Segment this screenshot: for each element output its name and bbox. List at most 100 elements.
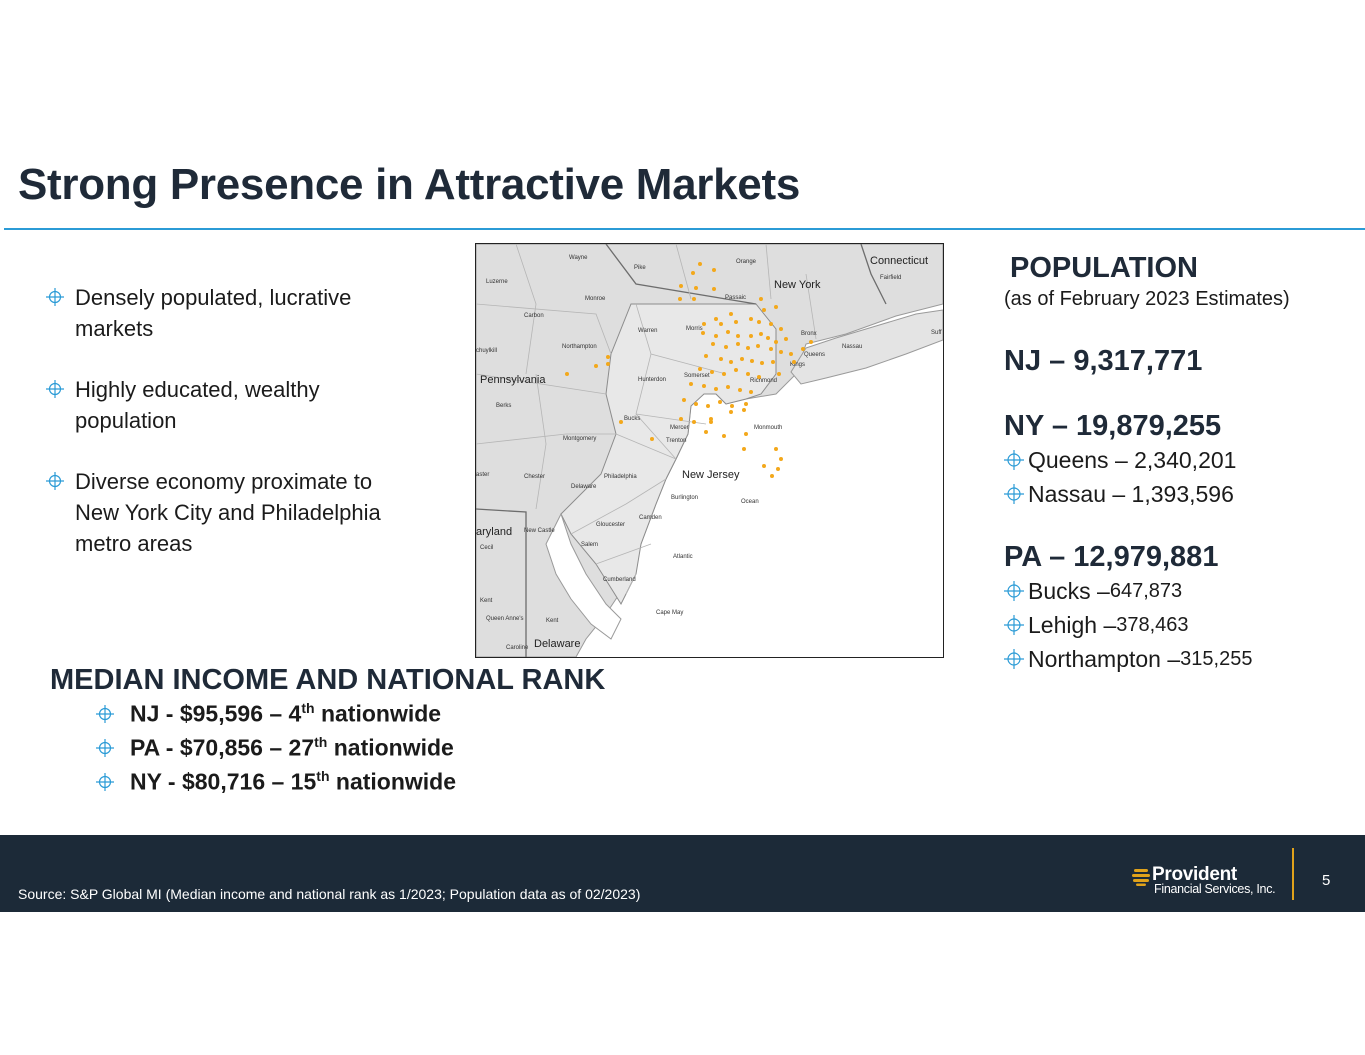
list-item: Diverse economy proximate to New York Ci… xyxy=(46,466,396,559)
county-label: Delaware xyxy=(571,484,597,490)
county-label: Bucks xyxy=(624,416,640,422)
list-item: Lehigh – 378,463 xyxy=(1004,608,1354,642)
page-number: 5 xyxy=(1322,872,1331,889)
branch-marker xyxy=(749,317,753,321)
logo-name: Provident xyxy=(1152,864,1237,885)
branch-marker xyxy=(702,322,706,326)
county-label: Fairfield xyxy=(880,275,901,281)
ny-population: NY – 19,879,255 xyxy=(1004,410,1222,442)
branch-marker xyxy=(712,268,716,272)
branch-marker xyxy=(769,322,773,326)
branch-marker xyxy=(744,432,748,436)
list-item: Nassau – 1,393,596 xyxy=(1004,477,1354,511)
branch-marker xyxy=(756,344,760,348)
branch-marker xyxy=(774,340,778,344)
pa-md-border xyxy=(476,508,527,657)
branch-marker xyxy=(759,332,763,336)
county-label: Montgomery xyxy=(563,436,596,442)
county-label: Wayne xyxy=(569,255,588,261)
branch-marker xyxy=(709,420,713,424)
county-label: Northampton xyxy=(562,344,597,350)
branch-marker xyxy=(719,357,723,361)
source-note: Source: S&P Global MI (Median income and… xyxy=(18,886,641,902)
branch-marker xyxy=(792,360,796,364)
pa-population: PA – 12,979,881 xyxy=(1004,541,1219,573)
income-row-text: NY - $80,716 – 15th nationwide xyxy=(130,768,456,795)
crosshair-bullet-icon xyxy=(96,773,114,791)
county-label: aster xyxy=(476,472,489,478)
key-points-list: Densely populated, lucrative markets Hig… xyxy=(46,282,396,589)
branch-marker xyxy=(722,434,726,438)
branch-marker xyxy=(770,474,774,478)
county-value: 315,255 xyxy=(1180,647,1253,670)
county-label: Cumberland xyxy=(603,577,636,583)
county-value: 378,463 xyxy=(1116,613,1189,636)
crosshair-bullet-icon xyxy=(1004,615,1024,635)
branch-marker xyxy=(692,420,696,424)
state-label: Connecticut xyxy=(870,255,928,267)
county-label: Warren xyxy=(638,328,657,334)
branch-marker xyxy=(769,347,773,351)
branch-marker xyxy=(606,362,610,366)
crosshair-bullet-icon xyxy=(1004,581,1024,601)
branch-marker xyxy=(744,402,748,406)
branch-marker xyxy=(729,410,733,414)
nj-region xyxy=(560,303,777,606)
map-svg: New York Connecticut Pennsylvania New Jerse… xyxy=(476,244,943,657)
branch-marker xyxy=(682,398,686,402)
branch-marker xyxy=(712,287,716,291)
branch-marker xyxy=(762,308,766,312)
crosshair-bullet-icon xyxy=(46,472,64,490)
county-label: Morris xyxy=(686,326,703,332)
county-label: Somerset xyxy=(684,373,710,379)
branch-marker xyxy=(784,337,788,341)
branch-marker xyxy=(736,334,740,338)
county-label: Pike xyxy=(634,265,646,271)
branch-marker xyxy=(774,305,778,309)
branch-marker xyxy=(701,331,705,335)
branch-marker xyxy=(704,430,708,434)
branch-marker xyxy=(709,417,713,421)
branch-marker xyxy=(702,384,706,388)
state-label: Pennsylvania xyxy=(480,374,546,386)
county-label: Luzerne xyxy=(486,279,508,285)
county-label: Richmond xyxy=(750,378,777,384)
county-name: Bucks – xyxy=(1028,577,1110,604)
delaware-bay xyxy=(545,512,622,640)
crosshair-bullet-icon xyxy=(96,705,114,723)
crosshair-bullet-icon xyxy=(46,380,64,398)
list-item: NY - $80,716 – 15th nationwide xyxy=(96,765,605,799)
branch-marker xyxy=(606,355,610,359)
branch-marker xyxy=(594,364,598,368)
branch-marker xyxy=(749,390,753,394)
county-label: Passaic xyxy=(725,295,746,301)
branch-marker xyxy=(729,312,733,316)
branch-marker xyxy=(718,400,722,404)
county-label: Gloucester xyxy=(596,522,625,528)
county-label: Camden xyxy=(639,515,662,521)
ny-nj-border xyxy=(605,244,757,305)
county-label: Monmouth xyxy=(754,425,782,431)
branch-marker xyxy=(710,370,714,374)
provident-logo-icon xyxy=(1132,869,1150,886)
list-item: PA - $70,856 – 27th nationwide xyxy=(96,731,605,765)
county-label: Kings xyxy=(790,362,805,368)
list-item: Northampton – 315,255 xyxy=(1004,642,1354,676)
branch-marker xyxy=(789,352,793,356)
branch-marker xyxy=(691,271,695,275)
branch-marker xyxy=(692,297,696,301)
county-label: Carbon xyxy=(524,313,544,319)
title-divider xyxy=(4,228,1365,230)
county-label: Cecil xyxy=(480,545,493,551)
crosshair-bullet-icon xyxy=(1004,450,1024,470)
county-label: Queens xyxy=(804,352,825,358)
county-label: Chester xyxy=(524,474,545,480)
county-label: Ocean xyxy=(741,499,759,505)
bullet-text: Highly educated, wealthy population xyxy=(75,377,320,433)
branch-marker xyxy=(678,297,682,301)
county-label: Orange xyxy=(736,259,757,265)
crosshair-bullet-icon xyxy=(1004,649,1024,669)
population-subheading: (as of February 2023 Estimates) xyxy=(1004,288,1290,310)
footer-bar: Source: S&P Global MI (Median income and… xyxy=(0,835,1365,912)
branch-marker xyxy=(734,368,738,372)
